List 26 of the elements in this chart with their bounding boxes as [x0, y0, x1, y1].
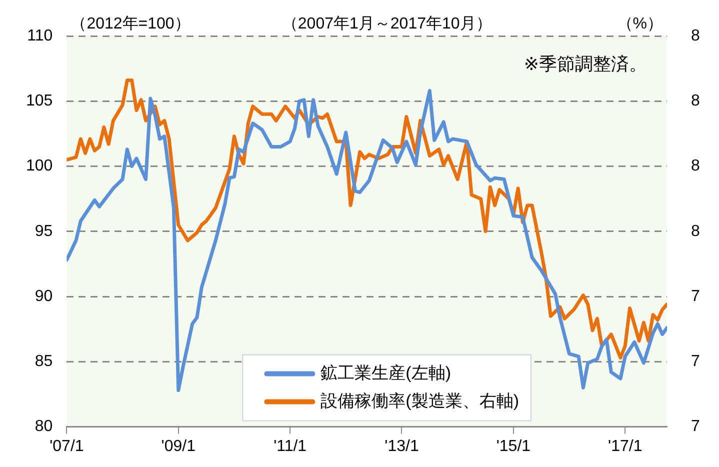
y-tick-label: 100 [26, 158, 53, 175]
x-tick-label: '17/1 [608, 438, 642, 455]
text: 7 [691, 288, 700, 305]
y-tick-label: 80 [34, 418, 53, 436]
y-tick-label: 110 [27, 27, 53, 44]
text: 8 [691, 158, 700, 175]
legend-label: 鉱工業生産(左軸) [320, 363, 452, 382]
x-tick-label: '13/1 [384, 438, 419, 455]
y-axis-title: （2012年=100） [70, 15, 190, 32]
x-tick-label: '11/1 [274, 438, 307, 455]
y2-axis-title: （%） [616, 15, 663, 32]
text: 8 [691, 92, 700, 110]
y-tick-label: 95 [34, 222, 53, 240]
x-tick-label: '15/1 [496, 438, 531, 455]
x-tick-label: '07/1 [50, 438, 84, 455]
y-tick-label: 105 [26, 92, 53, 110]
text: 7 [691, 353, 700, 370]
legend-label: 設備稼働率(製造業、右軸) [320, 391, 520, 410]
x-tick-label: '09/1 [161, 438, 196, 455]
text: 8 [691, 222, 700, 240]
y-tick-label: 85 [34, 353, 53, 370]
annotation: ※季節調整済。 [524, 54, 647, 74]
chart-subtitle: （2007年1月～2017年10月） [282, 15, 492, 32]
text: 8 [691, 27, 700, 44]
text: 7 [691, 418, 700, 436]
y-tick-label: 90 [34, 288, 53, 305]
